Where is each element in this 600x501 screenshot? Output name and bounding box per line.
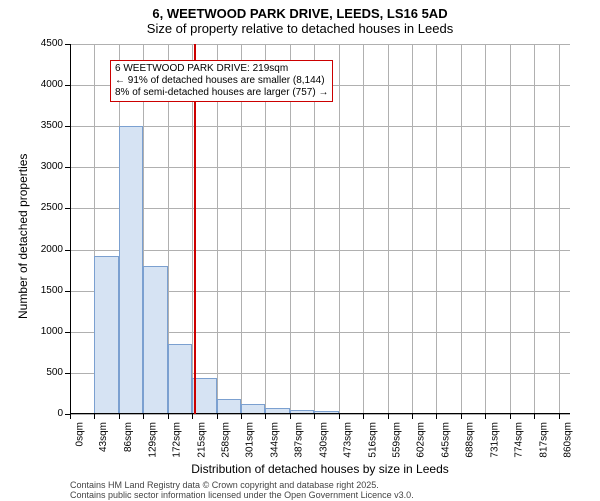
y-tick-label: 2500 [25, 202, 63, 213]
grid-line-h [70, 167, 570, 168]
y-tick-mark [65, 85, 70, 86]
grid-line-h [70, 250, 570, 251]
histogram-bar [143, 266, 167, 414]
y-tick-mark [65, 126, 70, 127]
x-tick-label: 516sqm [367, 422, 378, 458]
x-tick-mark [265, 414, 266, 419]
y-tick-mark [65, 332, 70, 333]
plot-area: 6 WEETWOOD PARK DRIVE: 219sqm← 91% of de… [70, 44, 570, 414]
grid-line-v [510, 44, 511, 414]
grid-line-v [436, 44, 437, 414]
x-tick-label: 344sqm [269, 422, 280, 458]
x-tick-label: 860sqm [563, 422, 574, 458]
x-tick-label: 0sqm [74, 422, 85, 446]
x-tick-label: 817sqm [538, 422, 549, 458]
x-tick-mark [290, 414, 291, 419]
x-tick-mark [412, 414, 413, 419]
chart-title-line1: 6, WEETWOOD PARK DRIVE, LEEDS, LS16 5AD [0, 6, 600, 21]
x-tick-mark [143, 414, 144, 419]
grid-line-v [534, 44, 535, 414]
x-tick-label: 258sqm [221, 422, 232, 458]
y-tick-mark [65, 44, 70, 45]
x-tick-label: 731sqm [489, 422, 500, 458]
y-tick-label: 3000 [25, 161, 63, 172]
y-tick-mark [65, 208, 70, 209]
histogram-bar [94, 256, 118, 414]
grid-line-v [363, 44, 364, 414]
grid-line-v [485, 44, 486, 414]
grid-line-h [70, 208, 570, 209]
x-tick-mark [534, 414, 535, 419]
y-tick-label: 4500 [25, 38, 63, 49]
x-tick-label: 172sqm [172, 422, 183, 458]
y-tick-label: 4000 [25, 79, 63, 90]
grid-line-v [461, 44, 462, 414]
grid-line-v [339, 44, 340, 414]
x-tick-mark [314, 414, 315, 419]
x-tick-label: 387sqm [294, 422, 305, 458]
annotation-line: 8% of semi-detached houses are larger (7… [115, 87, 328, 99]
x-tick-mark [461, 414, 462, 419]
x-tick-mark [192, 414, 193, 419]
x-tick-label: 645sqm [440, 422, 451, 458]
y-tick-label: 0 [25, 408, 63, 419]
axis-bottom [70, 413, 570, 414]
histogram-bar [217, 399, 241, 414]
y-tick-label: 500 [25, 367, 63, 378]
grid-line-v [412, 44, 413, 414]
y-tick-mark [65, 373, 70, 374]
x-tick-label: 688sqm [465, 422, 476, 458]
y-tick-label: 1000 [25, 326, 63, 337]
annotation-line: 6 WEETWOOD PARK DRIVE: 219sqm [115, 63, 328, 75]
x-tick-mark [241, 414, 242, 419]
y-tick-label: 2000 [25, 244, 63, 255]
annotation-box: 6 WEETWOOD PARK DRIVE: 219sqm← 91% of de… [110, 60, 333, 102]
x-tick-label: 215sqm [196, 422, 207, 458]
x-tick-mark [559, 414, 560, 419]
x-tick-label: 774sqm [514, 422, 525, 458]
footer-line1: Contains HM Land Registry data © Crown c… [70, 480, 414, 490]
x-axis-title: Distribution of detached houses by size … [70, 462, 570, 476]
x-tick-label: 43sqm [98, 422, 109, 452]
grid-line-v [559, 44, 560, 414]
grid-line-h [70, 414, 570, 415]
x-tick-mark [485, 414, 486, 419]
histogram-bar [168, 344, 192, 414]
x-tick-mark [436, 414, 437, 419]
footer-line2: Contains public sector information licen… [70, 490, 414, 500]
x-tick-mark [217, 414, 218, 419]
y-tick-mark [65, 291, 70, 292]
chart-title-block: 6, WEETWOOD PARK DRIVE, LEEDS, LS16 5AD … [0, 0, 600, 36]
x-tick-mark [339, 414, 340, 419]
x-tick-label: 129sqm [147, 422, 158, 458]
y-tick-label: 1500 [25, 285, 63, 296]
grid-line-v [388, 44, 389, 414]
annotation-line: ← 91% of detached houses are smaller (8,… [115, 75, 328, 87]
x-tick-label: 430sqm [318, 422, 329, 458]
axis-left [70, 44, 71, 414]
y-tick-label: 3500 [25, 120, 63, 131]
histogram-bar [119, 126, 143, 414]
x-tick-label: 86sqm [123, 422, 134, 452]
x-tick-label: 559sqm [392, 422, 403, 458]
x-tick-mark [168, 414, 169, 419]
y-tick-mark [65, 167, 70, 168]
x-tick-mark [510, 414, 511, 419]
chart-title-line2: Size of property relative to detached ho… [0, 21, 600, 36]
x-tick-label: 301sqm [245, 422, 256, 458]
x-tick-mark [363, 414, 364, 419]
footer-note: Contains HM Land Registry data © Crown c… [70, 480, 414, 501]
x-tick-label: 602sqm [416, 422, 427, 458]
grid-line-h [70, 126, 570, 127]
x-tick-mark [94, 414, 95, 419]
x-tick-mark [388, 414, 389, 419]
x-tick-label: 473sqm [343, 422, 354, 458]
x-tick-mark [70, 414, 71, 419]
y-tick-mark [65, 250, 70, 251]
x-tick-mark [119, 414, 120, 419]
grid-line-h [70, 44, 570, 45]
